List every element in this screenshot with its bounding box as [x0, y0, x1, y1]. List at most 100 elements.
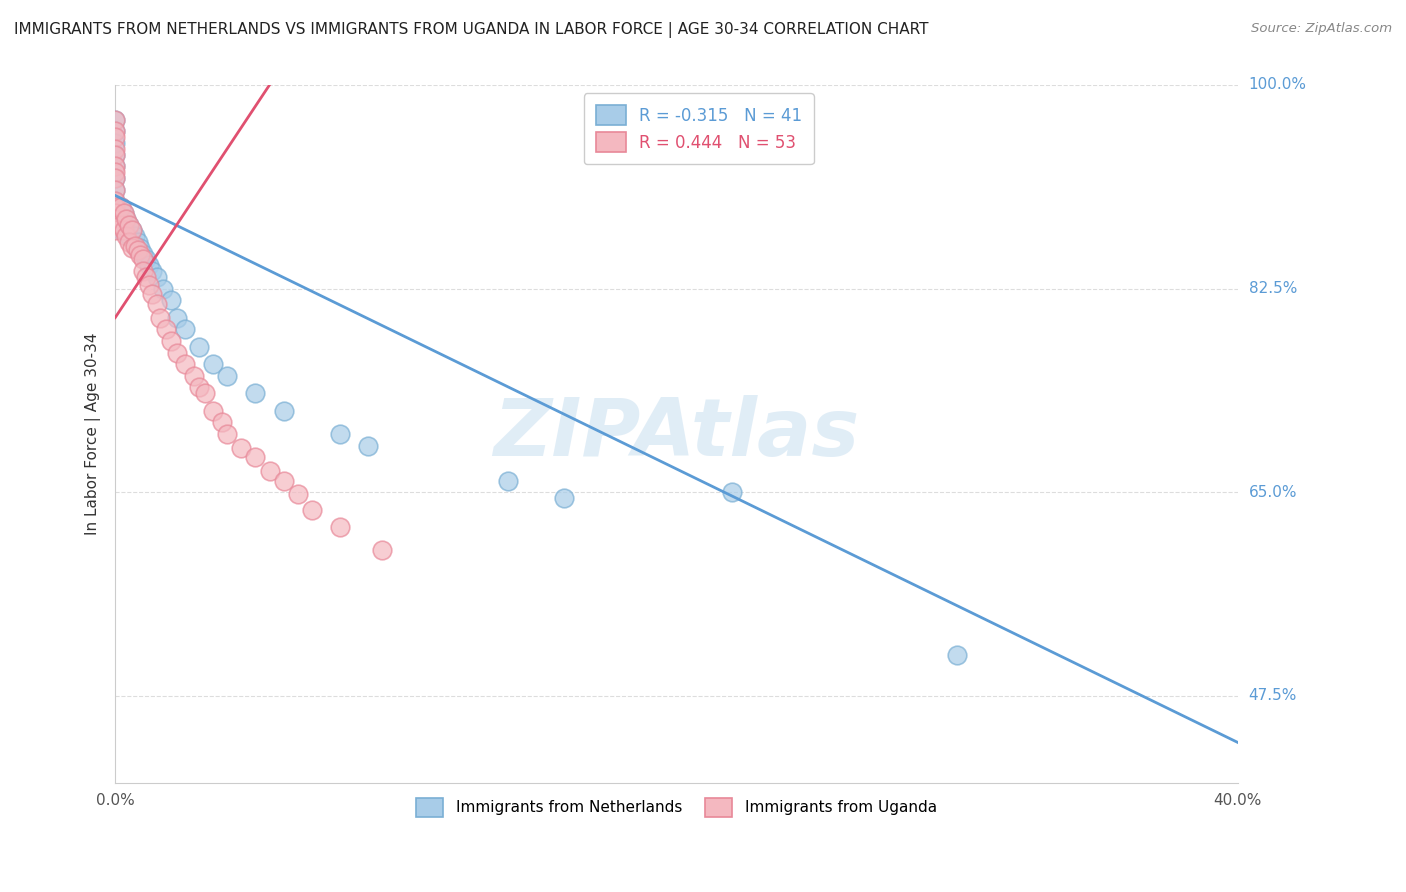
- Point: [115, 229, 138, 244]
- Point: [194, 386, 217, 401]
- Point: [132, 264, 155, 278]
- Point: [273, 403, 295, 417]
- Point: [104, 147, 127, 161]
- Point: [104, 142, 127, 156]
- Point: [127, 235, 149, 249]
- Point: [329, 427, 352, 442]
- Point: [127, 243, 149, 257]
- Point: [110, 200, 132, 214]
- Point: [160, 293, 183, 308]
- Point: [104, 112, 127, 127]
- Point: [112, 223, 135, 237]
- Point: [115, 211, 138, 226]
- Point: [110, 218, 132, 232]
- Point: [135, 269, 157, 284]
- Point: [496, 474, 519, 488]
- Point: [104, 200, 127, 214]
- Point: [329, 520, 352, 534]
- Point: [104, 194, 127, 209]
- Point: [104, 124, 127, 138]
- Point: [371, 543, 394, 558]
- Point: [183, 368, 205, 383]
- Point: [217, 427, 239, 442]
- Point: [259, 464, 281, 478]
- Point: [118, 235, 141, 249]
- Point: [118, 218, 141, 232]
- Point: [121, 223, 143, 237]
- Point: [721, 485, 744, 500]
- Point: [174, 322, 197, 336]
- Point: [553, 491, 575, 505]
- Point: [104, 160, 127, 174]
- Text: 47.5%: 47.5%: [1249, 689, 1296, 703]
- Legend: Immigrants from Netherlands, Immigrants from Uganda: Immigrants from Netherlands, Immigrants …: [408, 790, 945, 824]
- Point: [245, 450, 267, 465]
- Text: 100.0%: 100.0%: [1249, 78, 1306, 93]
- Point: [141, 287, 163, 301]
- Point: [104, 130, 127, 145]
- Point: [231, 441, 253, 455]
- Point: [166, 310, 188, 325]
- Point: [129, 241, 152, 255]
- Point: [104, 160, 127, 174]
- Point: [174, 357, 197, 371]
- Y-axis label: In Labor Force | Age 30-34: In Labor Force | Age 30-34: [86, 333, 101, 535]
- Point: [104, 147, 127, 161]
- Point: [124, 238, 146, 252]
- Point: [138, 258, 160, 272]
- Point: [138, 278, 160, 293]
- Point: [104, 211, 127, 226]
- Point: [104, 136, 127, 150]
- Point: [129, 248, 152, 262]
- Point: [104, 218, 127, 232]
- Point: [301, 502, 323, 516]
- Point: [357, 439, 380, 453]
- Point: [104, 171, 127, 186]
- Text: 65.0%: 65.0%: [1249, 484, 1298, 500]
- Point: [211, 415, 233, 429]
- Point: [104, 183, 127, 197]
- Point: [104, 218, 127, 232]
- Point: [287, 487, 309, 501]
- Text: 82.5%: 82.5%: [1249, 281, 1296, 296]
- Point: [202, 357, 225, 371]
- Point: [135, 252, 157, 267]
- Point: [132, 252, 155, 267]
- Point: [132, 246, 155, 260]
- Point: [166, 345, 188, 359]
- Point: [110, 200, 132, 214]
- Point: [104, 112, 127, 127]
- Point: [104, 194, 127, 209]
- Point: [121, 241, 143, 255]
- Text: Source: ZipAtlas.com: Source: ZipAtlas.com: [1251, 22, 1392, 36]
- Point: [202, 403, 225, 417]
- Point: [160, 334, 183, 348]
- Point: [141, 264, 163, 278]
- Point: [217, 368, 239, 383]
- Point: [121, 223, 143, 237]
- Point: [245, 386, 267, 401]
- Point: [188, 380, 211, 394]
- Point: [118, 229, 141, 244]
- Point: [104, 183, 127, 197]
- Point: [124, 229, 146, 244]
- Point: [188, 340, 211, 354]
- Point: [104, 171, 127, 186]
- Point: [104, 223, 127, 237]
- Point: [110, 223, 132, 237]
- Point: [112, 223, 135, 237]
- Point: [112, 206, 135, 220]
- Point: [155, 322, 177, 336]
- Text: IMMIGRANTS FROM NETHERLANDS VS IMMIGRANTS FROM UGANDA IN LABOR FORCE | AGE 30-34: IMMIGRANTS FROM NETHERLANDS VS IMMIGRANT…: [14, 22, 928, 38]
- Point: [118, 218, 141, 232]
- Text: ZIPAtlas: ZIPAtlas: [494, 395, 859, 473]
- Point: [104, 124, 127, 138]
- Point: [104, 165, 127, 179]
- Point: [146, 269, 169, 284]
- Point: [104, 206, 127, 220]
- Point: [946, 648, 969, 662]
- Point: [152, 281, 174, 295]
- Point: [149, 310, 172, 325]
- Point: [146, 296, 169, 310]
- Point: [112, 206, 135, 220]
